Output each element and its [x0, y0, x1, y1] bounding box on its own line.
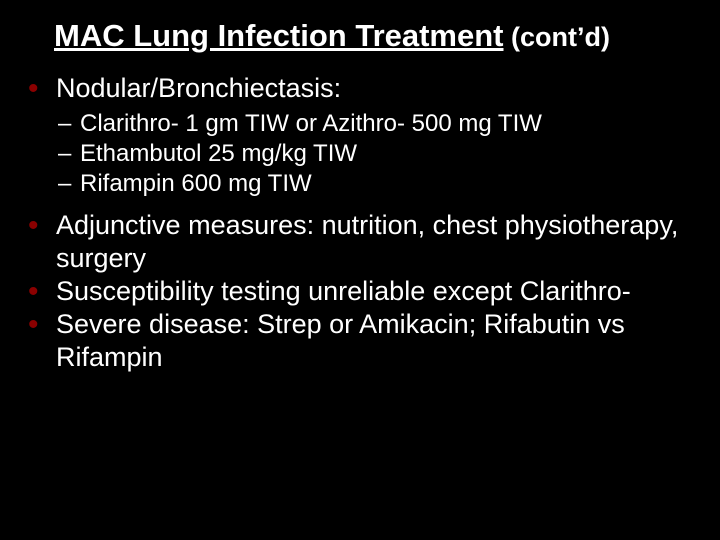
- bullet-item: Nodular/Bronchiectasis: Clarithro- 1 gm …: [20, 72, 700, 199]
- bullet-text: Susceptibility testing unreliable except…: [56, 276, 631, 306]
- title-main: MAC Lung Infection Treatment: [54, 18, 504, 53]
- bullet-text: Nodular/Bronchiectasis:: [56, 73, 341, 103]
- bullet-text: Adjunctive measures: nutrition, chest ph…: [56, 210, 678, 273]
- title-suffix: (cont’d): [504, 22, 610, 52]
- sub-bullet-item: Rifampin 600 mg TIW: [56, 169, 700, 199]
- bullet-item: Severe disease: Strep or Amikacin; Rifab…: [20, 308, 700, 374]
- slide: MAC Lung Infection Treatment (cont’d) No…: [0, 0, 720, 540]
- sub-bullet-item: Clarithro- 1 gm TIW or Azithro- 500 mg T…: [56, 109, 700, 139]
- bullet-item: Adjunctive measures: nutrition, chest ph…: [20, 209, 700, 275]
- bullet-item: Susceptibility testing unreliable except…: [20, 275, 700, 308]
- bullet-text: Severe disease: Strep or Amikacin; Rifab…: [56, 309, 625, 372]
- sub-bullet-text: Ethambutol 25 mg/kg TIW: [80, 140, 357, 167]
- sub-bullet-text: Rifampin 600 mg TIW: [80, 170, 312, 197]
- sub-bullet-item: Ethambutol 25 mg/kg TIW: [56, 139, 700, 169]
- sub-bullet-list: Clarithro- 1 gm TIW or Azithro- 500 mg T…: [56, 109, 700, 199]
- bullet-list: Nodular/Bronchiectasis: Clarithro- 1 gm …: [20, 72, 700, 374]
- sub-bullet-text: Clarithro- 1 gm TIW or Azithro- 500 mg T…: [80, 110, 542, 137]
- slide-title: MAC Lung Infection Treatment (cont’d): [54, 18, 700, 54]
